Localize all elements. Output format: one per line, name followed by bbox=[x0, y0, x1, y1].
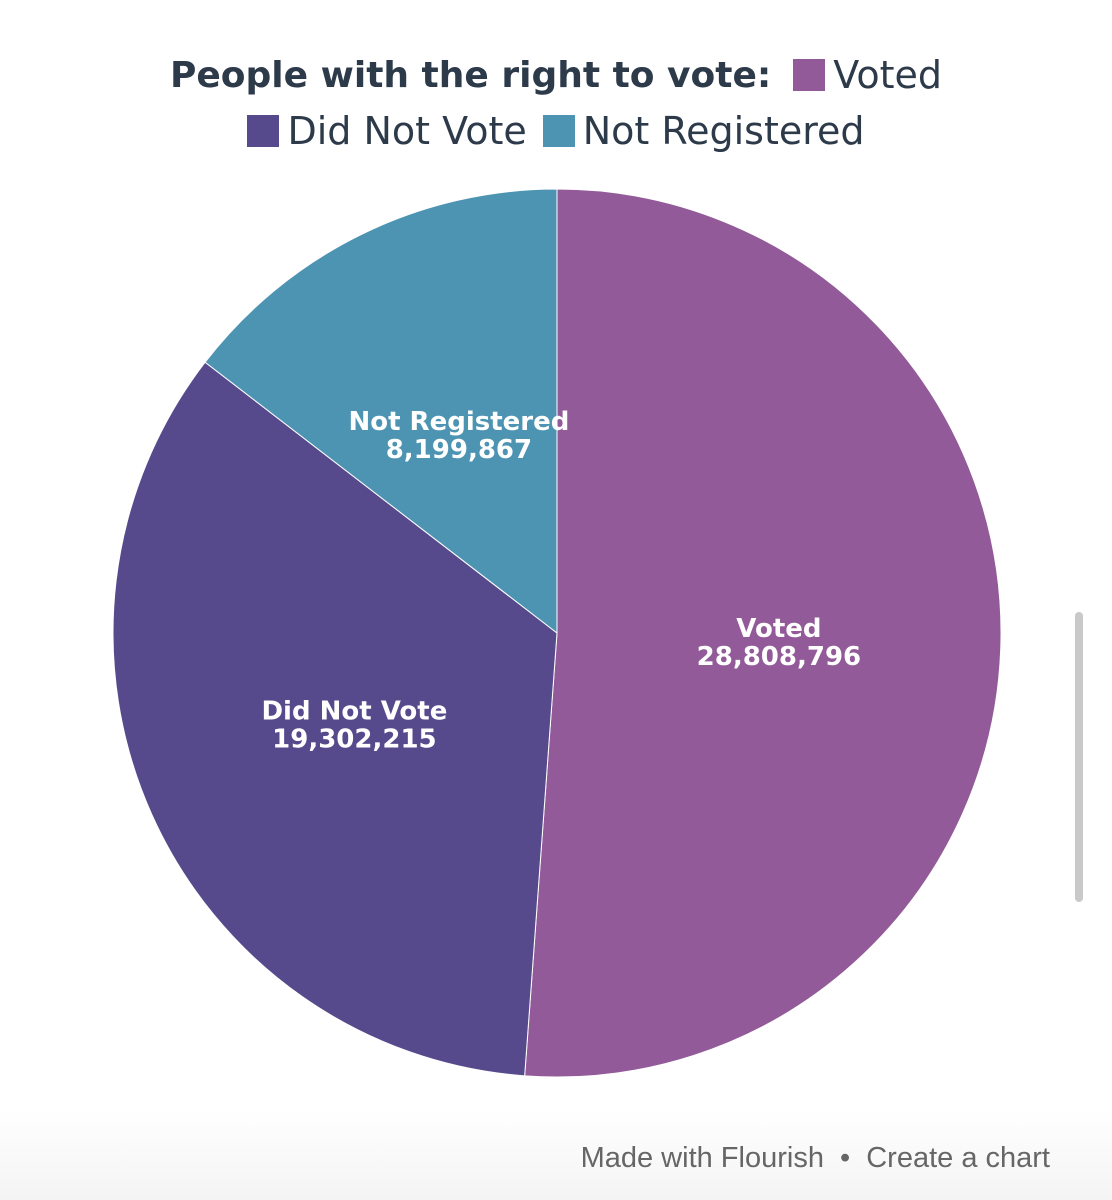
legend-item-voted[interactable]: Voted bbox=[793, 53, 942, 97]
slice-label-did-not-vote: Did Not Vote bbox=[261, 697, 447, 727]
footer-bar bbox=[0, 1110, 1112, 1200]
legend-label-voted: Voted bbox=[833, 53, 942, 97]
legend-row-1: People with the right to vote: Voted bbox=[0, 50, 1112, 100]
credit-line: Made with Flourish • Create a chart bbox=[581, 1142, 1050, 1175]
create-chart-link[interactable]: Create a chart bbox=[866, 1142, 1050, 1174]
legend-swatch-not-registered bbox=[542, 115, 575, 147]
legend-swatch-did-not-vote bbox=[247, 115, 280, 147]
slice-value-did-not-vote: 19,302,215 bbox=[272, 725, 436, 755]
legend-label-did-not-vote: Did Not Vote bbox=[287, 109, 527, 153]
legend-item-not-registered[interactable]: Not Registered bbox=[542, 109, 865, 153]
slice-value-not-registered: 8,199,867 bbox=[386, 435, 532, 465]
legend-label-not-registered: Not Registered bbox=[582, 109, 865, 153]
legend-swatch-voted bbox=[793, 59, 826, 91]
slice-value-voted: 28,808,796 bbox=[697, 642, 861, 672]
pie-slice-not-registered[interactable] bbox=[204, 188, 558, 635]
credit-separator: • bbox=[840, 1142, 851, 1174]
made-with-flourish-link[interactable]: Made with Flourish bbox=[580, 1142, 824, 1174]
slice-label-voted: Voted bbox=[736, 614, 821, 644]
legend-title: People with the right to vote: bbox=[170, 54, 772, 96]
slice-label-not-registered: Not Registered bbox=[348, 407, 569, 437]
legend-row-2: Did Not Vote Not Registered bbox=[0, 106, 1112, 156]
scrollbar[interactable] bbox=[1075, 612, 1083, 902]
pie-slice-did-not-vote[interactable] bbox=[112, 361, 558, 1077]
legend-item-did-not-vote[interactable]: Did Not Vote bbox=[247, 109, 527, 153]
pie-slice-voted[interactable] bbox=[524, 188, 1002, 1078]
